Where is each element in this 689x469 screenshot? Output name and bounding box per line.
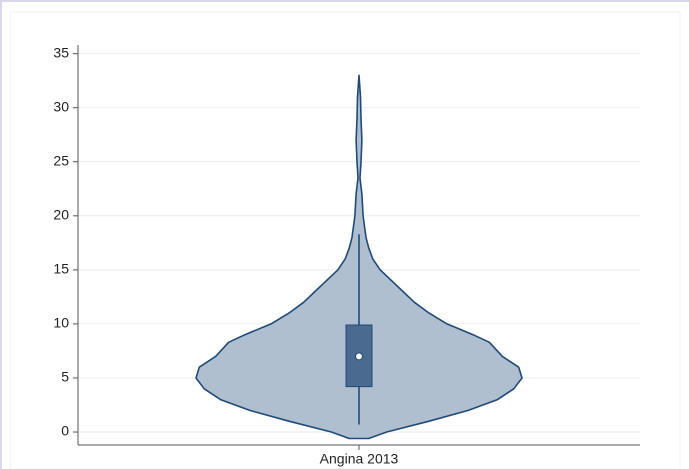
x-tick-label: Angina 2013 (320, 451, 399, 467)
y-tick-label: 30 (53, 98, 69, 114)
y-tick-label: 0 (61, 423, 69, 439)
y-tick-label: 20 (53, 207, 69, 223)
y-tick-label: 35 (53, 44, 69, 60)
median (355, 352, 363, 361)
y-tick-label: 10 (53, 315, 69, 331)
y-tick-label: 5 (61, 369, 69, 385)
y-tick-label: 25 (53, 152, 69, 168)
y-tick-label: 15 (53, 261, 69, 277)
